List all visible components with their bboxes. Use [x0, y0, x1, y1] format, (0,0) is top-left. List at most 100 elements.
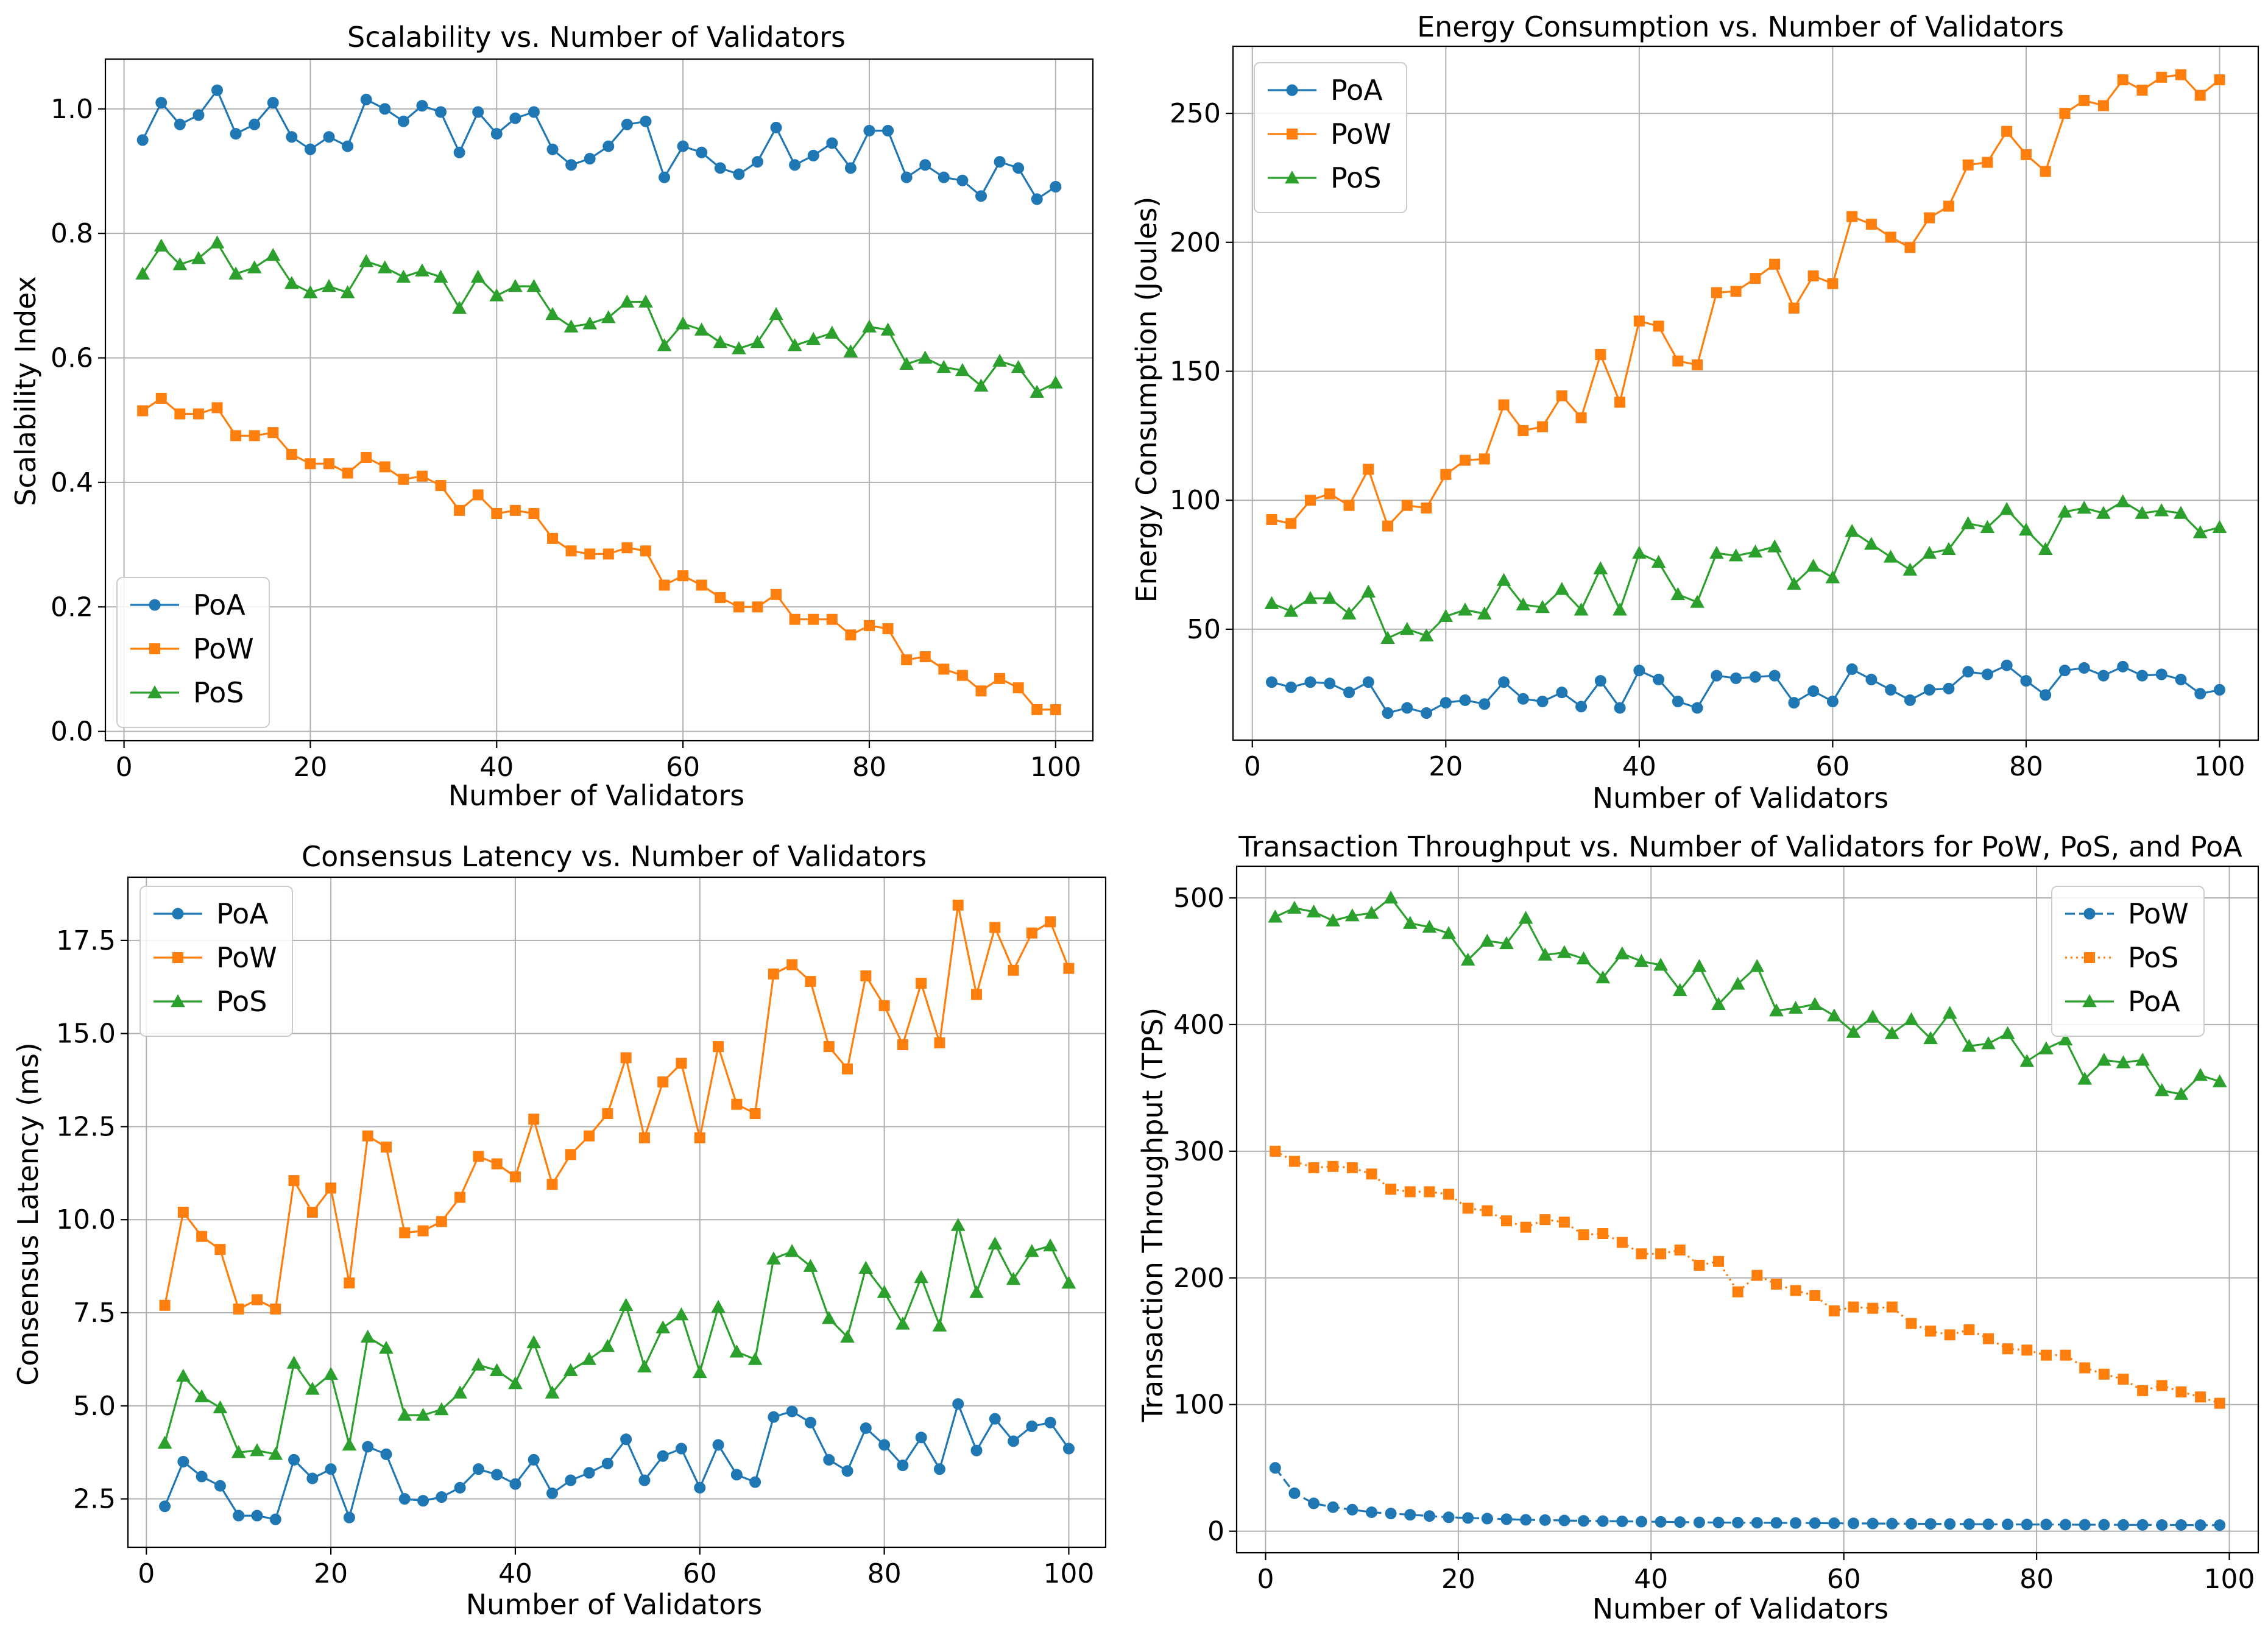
energy-pos-point — [1516, 597, 1531, 611]
scalability-pos-point — [359, 254, 374, 267]
scalability-pos-point — [470, 269, 486, 283]
latency-pos-point — [1025, 1244, 1039, 1257]
scalability-pow-point — [249, 430, 260, 442]
latency-series-pos — [157, 1218, 1076, 1460]
scalability-pos-point — [732, 341, 746, 355]
throughput-pos-point — [1944, 1329, 1955, 1341]
scalability-poa-point — [938, 171, 950, 183]
scalability-pow-point — [621, 542, 633, 554]
scalability-poa-point — [714, 162, 726, 174]
scalability-y-tick-label: 0.6 — [51, 343, 93, 374]
energy-poa-point — [1904, 694, 1916, 706]
throughput-pos-point — [1732, 1286, 1743, 1298]
scalability-x-axis-label: Number of Validators — [448, 779, 744, 812]
throughput-poa-point — [1422, 919, 1437, 933]
scalability-pow-point — [808, 613, 819, 625]
scalability-pos-point — [135, 266, 150, 280]
scalability-y-tick-label: 0.4 — [51, 467, 93, 498]
scalability-pow-point — [416, 470, 428, 482]
throughput-poa-point — [1518, 911, 1533, 924]
throughput-pos-point — [1327, 1160, 1339, 1172]
latency-y-tick-label: 15.0 — [56, 1019, 116, 1050]
scalability-pow-point — [1012, 682, 1024, 694]
throughput-y-tick-label: 0 — [1207, 1516, 1224, 1547]
scalability-poa-point — [677, 140, 689, 152]
latency-y-tick-label: 5.0 — [73, 1391, 116, 1422]
energy-poa-point — [1266, 676, 1278, 688]
scalability-pow-point — [454, 504, 465, 516]
scalability-pow-point — [771, 588, 782, 600]
throughput-pos-point — [1694, 1259, 1705, 1271]
scalability-legend-poa-label: PoA — [193, 588, 246, 621]
energy-pow-point — [1343, 500, 1355, 511]
energy-pos-point — [1864, 537, 1879, 550]
energy-pos-point — [2038, 542, 2053, 555]
scalability-poa-point — [193, 109, 205, 121]
energy-pow-point — [2194, 90, 2206, 101]
latency-pow-point — [473, 1151, 484, 1162]
latency-pow-point — [436, 1216, 447, 1227]
energy-pow-point — [1653, 320, 1664, 332]
throughput-poa-point — [1634, 953, 1649, 967]
scalability-pos-point — [396, 269, 411, 283]
latency-poa-point — [897, 1460, 909, 1472]
energy-pow-point — [1324, 488, 1335, 500]
scalability-poa-point — [621, 118, 633, 130]
scalability-pow-point — [565, 545, 577, 557]
scalability-legend-pos-label: PoS — [193, 676, 244, 709]
throughput-pos-point — [1983, 1333, 1994, 1344]
throughput-pos-point — [1963, 1324, 1975, 1336]
throughput-pow-point — [1365, 1506, 1377, 1518]
latency-poa-point — [269, 1513, 281, 1525]
latency-pos-point — [840, 1329, 855, 1343]
energy-pos-point — [1264, 596, 1279, 609]
throughput-pow-point — [1443, 1511, 1455, 1524]
latency-pow-point — [731, 1098, 743, 1110]
scalability-plot-frame — [104, 58, 1094, 742]
throughput-poa-point — [1576, 951, 1591, 965]
energy-pow-point — [2079, 94, 2090, 106]
throughput-pos-point — [2002, 1343, 2013, 1355]
latency-pow-point — [584, 1130, 595, 1142]
latency-poa-point — [730, 1469, 743, 1481]
scalability-poa-point — [602, 140, 615, 152]
latency-pos-point — [858, 1260, 874, 1274]
throughput-y-tick-label: 100 — [1173, 1390, 1224, 1421]
throughput-series-pos — [1270, 1145, 2225, 1409]
scalability-poa-point — [155, 97, 168, 109]
throughput-pow-point — [1828, 1517, 1840, 1530]
throughput-pow-point — [1732, 1517, 1744, 1529]
energy-pos-point — [1767, 539, 1782, 553]
throughput-pow-point — [2060, 1519, 2072, 1531]
scalability-pow-point — [733, 601, 744, 613]
energy-pow-point — [1750, 273, 1761, 284]
throughput-pos-point — [1558, 1217, 1570, 1228]
energy-pos-point — [2154, 503, 2169, 517]
energy-pow-point — [2040, 166, 2051, 177]
throughput-x-tick-label: 60 — [1827, 1564, 1861, 1595]
latency-y-axis-label: Consensus Latency (ms) — [12, 1042, 44, 1386]
throughput-pos-point — [1616, 1237, 1628, 1248]
throughput-pos-point — [1520, 1221, 1531, 1233]
scalability-legend-poa-marker — [149, 599, 161, 611]
latency-pow-point — [233, 1303, 244, 1315]
latency-plot-frame — [127, 876, 1107, 1548]
energy-pos-point — [1613, 602, 1627, 616]
throughput-poa-point — [1692, 959, 1707, 972]
energy-pos-point — [2192, 525, 2208, 539]
throughput-pow-point — [1578, 1515, 1590, 1527]
throughput-pos-point — [2040, 1349, 2052, 1361]
throughput-pow-point — [1539, 1514, 1551, 1526]
energy-plot-frame — [1232, 45, 2259, 741]
latency-pos-point — [692, 1365, 707, 1379]
throughput-pow-point — [1751, 1517, 1763, 1529]
latency-pos-point — [637, 1359, 652, 1372]
scalability-pow-point — [174, 408, 186, 420]
throughput-x-tick-label: 20 — [1441, 1564, 1475, 1595]
latency-pos-point — [213, 1400, 228, 1414]
latency-pow-point — [509, 1171, 521, 1182]
scalability-pow-point — [547, 532, 559, 544]
scalability-pos-point — [172, 257, 188, 270]
throughput-pow-point — [1404, 1509, 1416, 1521]
